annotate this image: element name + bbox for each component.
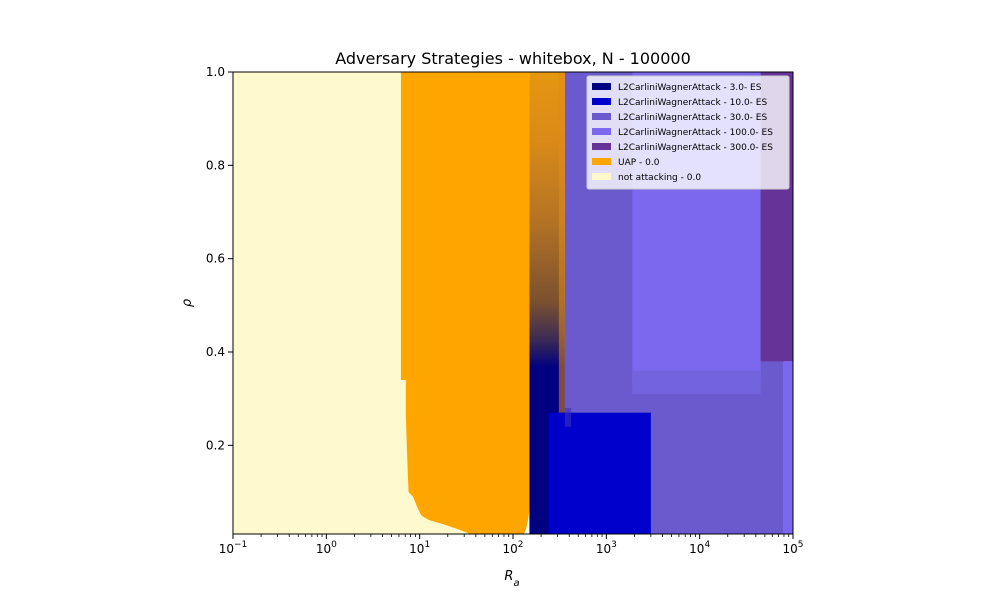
legend-label: L2CarliniWagnerAttack - 100.0- ES bbox=[618, 128, 773, 138]
x-tick-label: 105 bbox=[782, 540, 803, 556]
region-cw100-edge bbox=[632, 370, 761, 394]
x-tick-label: 104 bbox=[689, 540, 710, 556]
x-axis: 10−1 100 101 102 103 104 105 bbox=[219, 534, 804, 556]
y-axis: 0.2 0.4 0.6 0.8 1.0 bbox=[206, 65, 233, 452]
region-uap bbox=[400, 72, 530, 534]
legend-swatch bbox=[592, 173, 611, 180]
legend-swatch bbox=[592, 143, 611, 150]
y-axis-label: ρ bbox=[180, 298, 195, 307]
legend-label: L2CarliniWagnerAttack - 10.0- ES bbox=[618, 98, 767, 108]
y-tick-label: 0.4 bbox=[206, 345, 225, 359]
y-tick-label: 1.0 bbox=[206, 65, 225, 79]
legend-label: L2CarliniWagnerAttack - 30.0- ES bbox=[618, 113, 767, 123]
region-cw10 bbox=[548, 412, 651, 534]
x-tick-label: 103 bbox=[596, 540, 617, 556]
x-tick-label: 10−1 bbox=[219, 540, 248, 556]
legend-label: L2CarliniWagnerAttack - 300.0- ES bbox=[618, 143, 773, 153]
x-tick-label: 102 bbox=[502, 540, 523, 556]
region-uap-sliver bbox=[558, 72, 565, 413]
legend-swatch bbox=[592, 98, 611, 105]
x-tick-label: 101 bbox=[409, 540, 430, 556]
legend-swatch bbox=[592, 83, 611, 90]
legend-frame bbox=[586, 75, 790, 190]
legend-swatch bbox=[592, 128, 611, 135]
legend-label: L2CarliniWagnerAttack - 3.0- ES bbox=[618, 83, 762, 93]
legend-swatch bbox=[592, 113, 611, 120]
legend-swatch bbox=[592, 158, 611, 165]
region-cw100-right bbox=[782, 361, 793, 534]
x-axis-label: Ra bbox=[504, 569, 519, 589]
y-tick-label: 0.2 bbox=[206, 438, 225, 452]
chart-title: Adversary Strategies - whitebox, N - 100… bbox=[335, 49, 691, 68]
x-tick-label: 100 bbox=[316, 540, 337, 556]
legend-label: not attacking - 0.0 bbox=[618, 173, 701, 183]
legend: L2CarliniWagnerAttack - 3.0- ES L2Carlini… bbox=[586, 75, 790, 190]
y-tick-label: 0.6 bbox=[206, 252, 225, 266]
region-cw-fade bbox=[564, 408, 572, 427]
y-tick-label: 0.8 bbox=[206, 158, 225, 172]
legend-label: UAP - 0.0 bbox=[618, 158, 660, 168]
